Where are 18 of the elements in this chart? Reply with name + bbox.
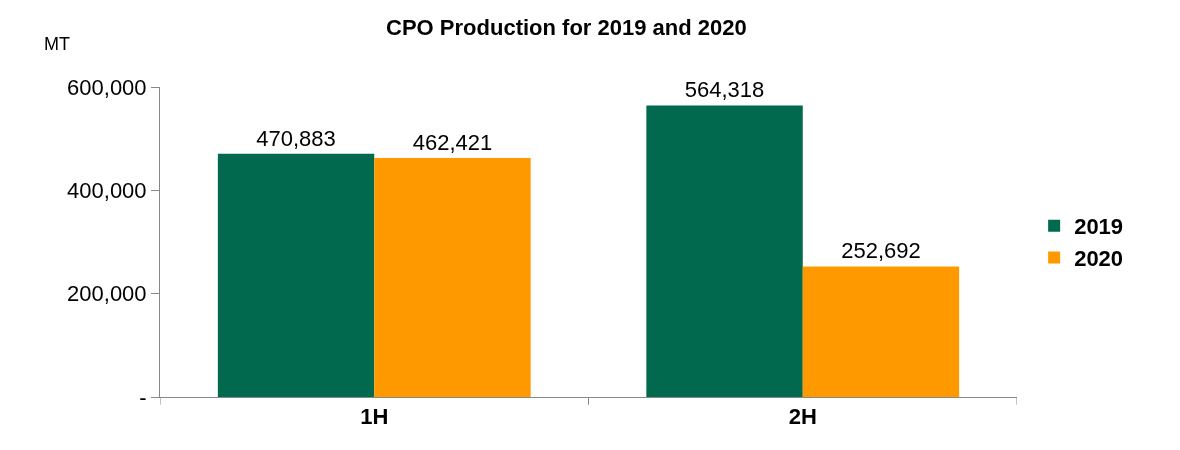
bar bbox=[374, 158, 531, 397]
y-tick-label: 600,000 bbox=[67, 74, 147, 100]
x-tick-label: 1H bbox=[360, 404, 389, 430]
bar bbox=[217, 153, 375, 397]
legend-label: 2020 bbox=[1074, 245, 1124, 271]
y-tick-label: 400,000 bbox=[67, 178, 147, 204]
legend-label: 2019 bbox=[1074, 214, 1124, 240]
y-tick-label: - bbox=[139, 384, 147, 410]
data-label: 462,421 bbox=[412, 130, 493, 156]
y-tick-label: 200,000 bbox=[67, 281, 147, 307]
x-tick-label: 2H bbox=[788, 404, 817, 430]
bar bbox=[802, 266, 960, 397]
data-label: 252,692 bbox=[841, 238, 921, 264]
chart-title: CPO Production for 2019 and 2020 bbox=[386, 14, 747, 40]
data-label: 470,883 bbox=[256, 125, 336, 151]
bar bbox=[646, 105, 803, 397]
y-axis-title: MT bbox=[44, 34, 70, 54]
data-label: 564,318 bbox=[684, 77, 765, 103]
